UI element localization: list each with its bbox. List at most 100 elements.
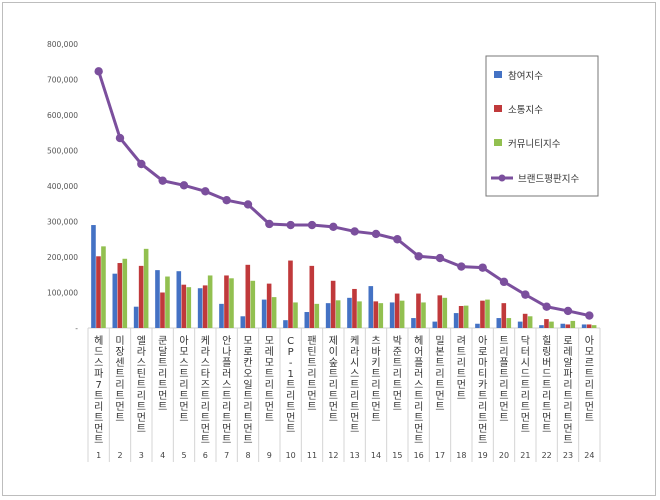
bar-2-2 [117,263,123,328]
legend-swatch-marker [498,174,506,182]
bar-1-23 [560,323,566,328]
bar-2-1 [96,256,101,328]
y-tick-label: - [75,324,78,333]
line-point-12 [329,222,338,232]
category-index-11: 11 [307,451,317,460]
legend-label-4: 브랜드평판지수 [518,174,579,185]
bar-2-7 [224,275,229,328]
bar-2-19 [480,300,485,328]
bar-1-1 [91,225,96,328]
y-tick-label: 100,000 [47,289,78,298]
category-index-9: 9 [267,451,272,460]
bar-3-1 [101,246,106,328]
bar-3-12 [335,300,341,328]
category-index-2: 2 [117,451,122,460]
bar-2-15 [394,293,400,328]
bar-1-20 [496,318,502,328]
bar-2-16 [416,293,421,328]
bar-3-4 [165,276,170,328]
line-point-7 [222,196,231,205]
category-label-10: C P -1 트 리 트 먼 트 [286,336,295,435]
category-index-18: 18 [456,451,466,460]
bar-1-3 [133,306,139,328]
bar-3-10 [293,302,298,328]
bar-1-12 [325,303,331,328]
bar-2-6 [202,285,208,328]
line-point-8 [243,200,253,209]
legend-label-1: 참여지수 [508,70,543,82]
category-index-15: 15 [392,451,402,460]
line-point-21 [521,290,530,299]
category-index-3: 3 [139,451,144,460]
bar-1-10 [283,320,288,328]
legend-box [485,55,599,197]
category-index-8: 8 [245,451,250,460]
bar-3-22 [549,321,554,328]
bar-3-9 [271,297,277,328]
category-index-13: 13 [350,451,360,460]
bar-1-8 [240,316,246,328]
bar-1-15 [389,302,395,328]
bar-3-24 [591,325,597,328]
category-index-4: 4 [160,451,165,460]
line-point-14 [371,229,381,239]
bar-3-5 [186,287,192,328]
bar-1-18 [453,313,459,328]
legend-swatch-2 [494,105,502,112]
line-point-3 [137,159,146,169]
bar-2-4 [160,292,165,328]
category-index-22: 22 [542,451,552,460]
bar-3-20 [506,318,512,328]
line-point-18 [457,262,466,271]
bar-1-16 [411,318,416,328]
line-point-4 [158,176,167,185]
bar-2-21 [522,313,528,328]
bar-2-18 [458,305,464,328]
y-tick-label: 200,000 [47,253,78,262]
bar-2-20 [501,303,507,328]
bar-3-19 [485,299,490,328]
bar-3-7 [229,278,234,328]
legend-label-3: 커뮤니티지수 [508,139,561,150]
bar-3-2 [122,258,128,328]
category-index-5: 5 [181,451,186,460]
line-point-23 [563,306,573,316]
bar-1-14 [368,286,374,328]
bar-2-17 [437,295,443,328]
line-point-6 [201,187,210,196]
bar-2-23 [565,324,571,328]
category-index-24: 24 [584,451,594,460]
line-point-17 [435,253,445,263]
bar-2-9 [266,283,272,328]
bar-3-16 [421,302,426,328]
bar-3-11 [314,303,320,328]
line-point-1 [94,67,103,76]
bar-2-13 [352,288,357,328]
line-point-20 [499,277,509,287]
bar-1-21 [517,321,523,328]
bar-2-10 [288,260,293,328]
bar-2-8 [245,264,251,328]
bar-3-6 [207,275,213,328]
bar-2-3 [138,265,144,328]
y-tick-label: 500,000 [47,147,78,156]
category-index-23: 23 [563,451,573,460]
bar-1-9 [261,299,267,328]
line-point-22 [542,302,551,311]
